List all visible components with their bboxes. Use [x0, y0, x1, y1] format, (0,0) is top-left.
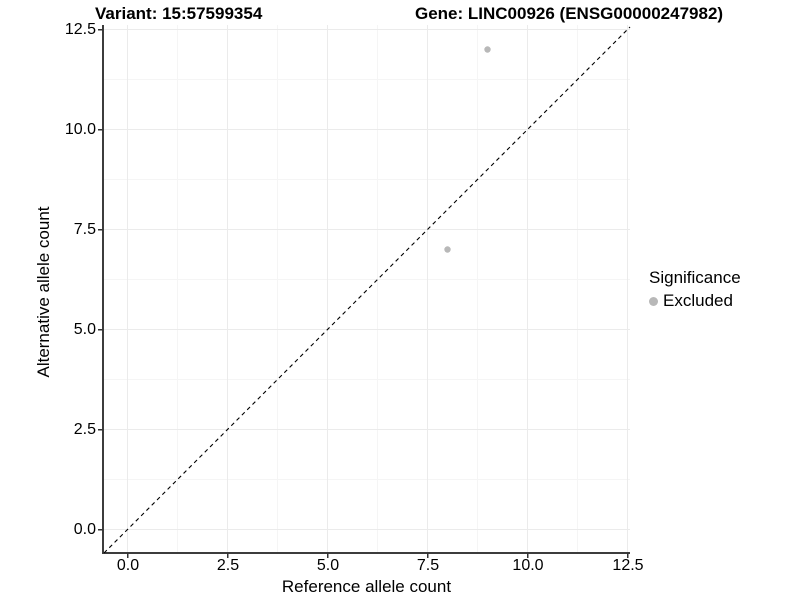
y-tick-label: 0.0: [73, 521, 96, 538]
legend-point-icon: [649, 296, 658, 306]
legend-entry: Excluded: [649, 291, 741, 311]
x-tick-label: 12.5: [612, 557, 644, 574]
identity-line: [103, 26, 631, 554]
x-tick-label: 2.5: [216, 557, 240, 574]
x-tick-label: 0.0: [116, 557, 140, 574]
y-tick-label: 12.5: [64, 21, 96, 38]
variant-title: Variant: 15:57599354: [95, 4, 263, 23]
x-tick-label: 10.0: [512, 557, 544, 574]
y-tick-label: 2.5: [73, 421, 96, 438]
legend-entry-label: Excluded: [663, 291, 733, 310]
y-tick-label: 7.5: [73, 221, 96, 238]
plot-area: [98, 25, 631, 558]
legend: Significance Excluded: [649, 268, 741, 311]
legend-title: Significance: [649, 268, 741, 287]
data-point: [444, 246, 451, 253]
y-axis-title: Alternative allele count: [34, 206, 53, 378]
x-tick-label: 7.5: [416, 557, 440, 574]
y-tick-label: 5.0: [73, 321, 96, 338]
gene-title: Gene: LINC00926 (ENSG00000247982): [415, 4, 724, 23]
y-tick-label: 10.0: [64, 121, 96, 138]
x-tick-label: 5.0: [316, 557, 340, 574]
data-point: [484, 46, 491, 53]
x-axis-title: Reference allele count: [281, 577, 452, 596]
